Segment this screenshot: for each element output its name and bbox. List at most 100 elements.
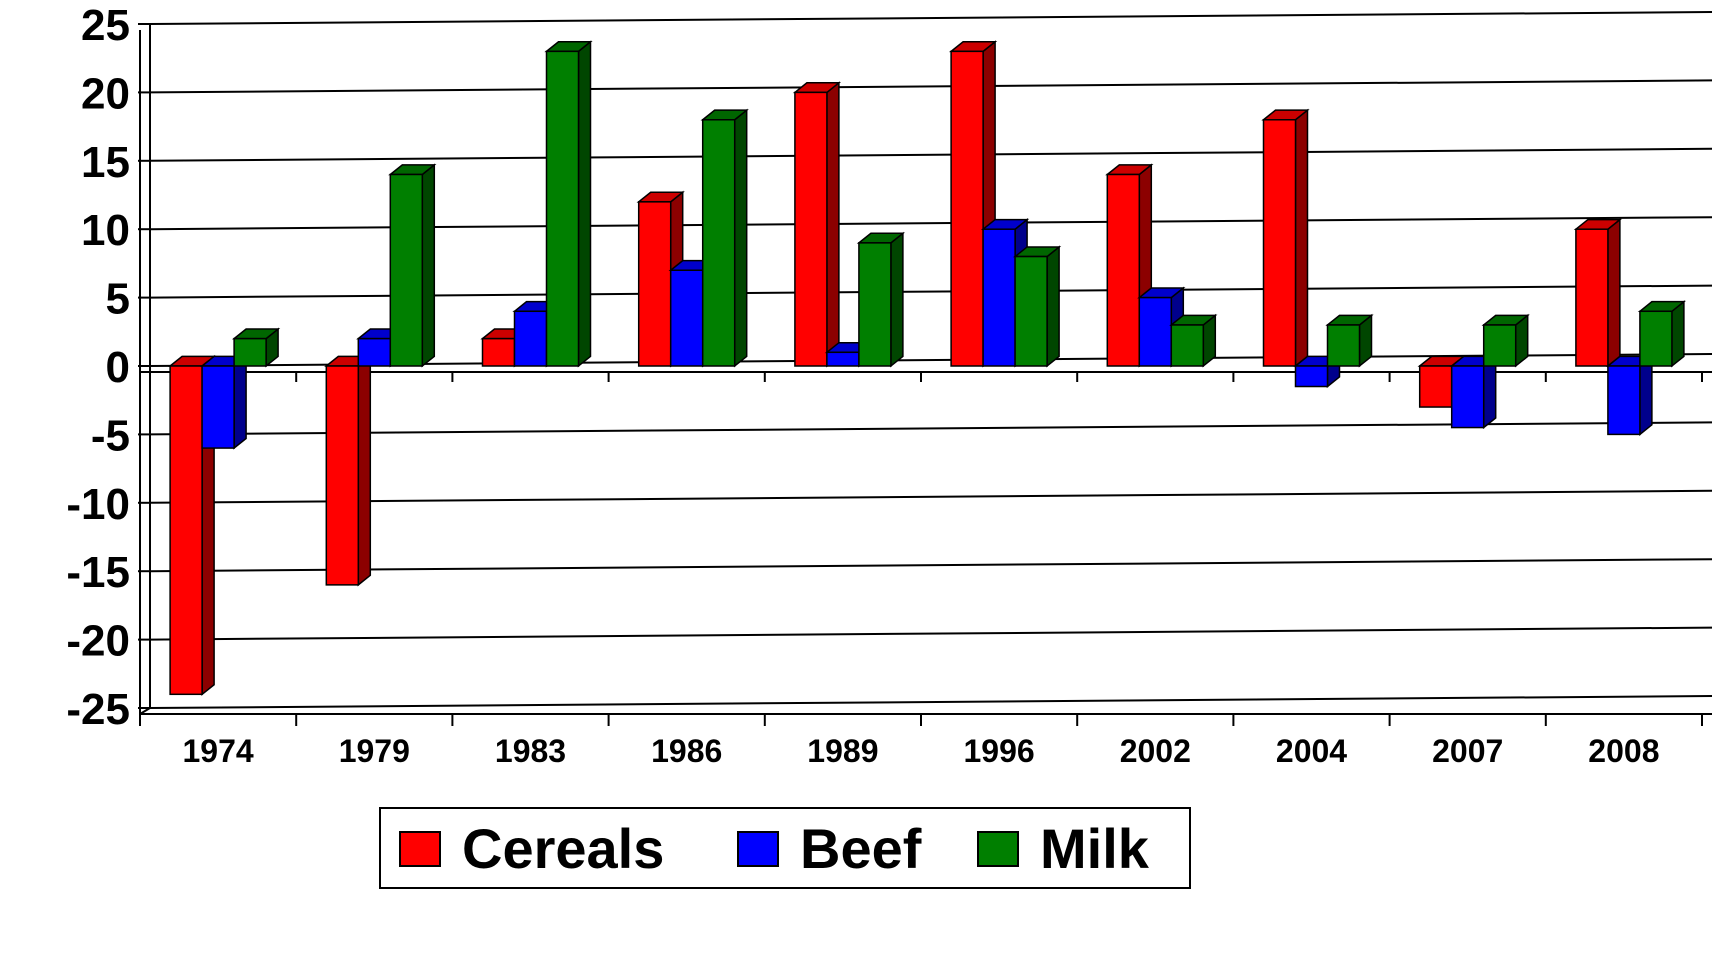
gridline (149, 216, 1712, 231)
bar-side (577, 40, 592, 368)
bar-cereals-2008 (1573, 218, 1623, 368)
bar-front (858, 242, 892, 367)
x-tick-label: 2007 (1432, 733, 1503, 769)
bar-side (890, 231, 904, 368)
y-tick-label: 20 (81, 69, 130, 118)
x-tick-label: 2004 (1276, 733, 1347, 769)
bar-front (637, 201, 672, 367)
x-tick-label: 1986 (651, 733, 722, 769)
bar-front (669, 269, 704, 367)
legend-label-milk: Milk (1040, 817, 1150, 880)
bar-front (389, 173, 424, 367)
bar-front (1262, 119, 1297, 367)
bar-front (950, 50, 984, 367)
bar-side (1639, 354, 1653, 436)
bar-front (1014, 255, 1048, 367)
bars (167, 40, 1687, 696)
y-tick-label: 5 (106, 275, 130, 324)
bar-side (357, 354, 372, 587)
bar-milk-1989 (856, 231, 906, 368)
bar-cereals-1989 (792, 81, 842, 368)
gridline (149, 284, 1712, 299)
x-tick-label: 1974 (183, 733, 254, 769)
bar-front (1639, 310, 1673, 367)
bar-side (733, 108, 748, 368)
bar-front (513, 310, 548, 367)
x-tick-label: 1996 (964, 733, 1035, 769)
bar-side (421, 163, 436, 368)
bar-milk-2004 (1325, 313, 1374, 368)
legend-label-cereals: Cereals (462, 817, 664, 880)
bar-side (1294, 108, 1309, 368)
bar-milk-1974 (231, 327, 281, 368)
bar-milk-1979 (388, 163, 437, 368)
y-tick-labels: 25 20 15 10 5 0 -5 -10 -15 -20 -25 (66, 1, 130, 734)
bar-front (826, 351, 860, 367)
bar-milk-2007 (1481, 313, 1530, 368)
bar-side (1482, 354, 1497, 430)
bar-front (701, 119, 736, 367)
x-tick-label: 1989 (807, 733, 878, 769)
bar-side (1671, 300, 1685, 368)
bar-cereals-1979 (324, 354, 373, 587)
y-tick-label: 15 (81, 138, 130, 187)
bar-front (169, 365, 203, 696)
bar-beef-1974 (199, 354, 249, 450)
x-tick-label: 2002 (1120, 733, 1191, 769)
legend-swatch-milk (977, 831, 1019, 867)
y-tick-label: 0 (106, 343, 130, 392)
gridline (149, 147, 1712, 162)
bar-front (1482, 324, 1517, 367)
bar-front (325, 365, 360, 586)
gridline (149, 489, 1712, 504)
y-tick-label: -15 (66, 548, 130, 597)
bar-milk-1986 (700, 108, 749, 368)
bar-front (1575, 228, 1609, 367)
bar-front (481, 337, 516, 367)
bar-front (1418, 365, 1453, 408)
bar-side (826, 81, 840, 368)
bar-front (794, 91, 828, 367)
bar-side (1046, 245, 1060, 368)
bar-front (1326, 324, 1361, 367)
bar-front (201, 365, 235, 449)
bar-front (1170, 324, 1205, 367)
legend-swatch-beef (737, 831, 779, 867)
bar-milk-2002 (1169, 313, 1218, 368)
bar-front (982, 228, 1016, 367)
bar-front (1138, 296, 1173, 367)
y-tick-label: -20 (66, 617, 130, 666)
legend-label-beef: Beef (800, 817, 922, 880)
bar-beef-2007 (1449, 354, 1498, 430)
x-tick-label: 1979 (339, 733, 410, 769)
bar-front (233, 337, 267, 367)
bar-milk-1983 (544, 40, 593, 368)
bar-side (1607, 218, 1621, 368)
gridline (149, 11, 1712, 25)
y-tick-label: -10 (66, 480, 130, 529)
legend-swatch-cereals (399, 831, 441, 867)
x-tick-label: 2008 (1588, 733, 1659, 769)
bar-side (233, 354, 247, 450)
gridline (149, 626, 1712, 641)
bar-front (1294, 365, 1329, 388)
bar-cereals-2004 (1261, 108, 1310, 368)
x-tick-labels: 1974 1979 1983 1986 1989 1996 2002 2004 2007 2008 (183, 733, 1660, 769)
bar-milk-2008 (1637, 300, 1687, 368)
bar-front (357, 337, 392, 367)
y-tick-label: 25 (81, 1, 130, 50)
axes (138, 23, 1712, 726)
bar-front (1450, 365, 1485, 429)
bar-front (545, 50, 580, 367)
legend-box (379, 807, 1191, 889)
gridline (149, 695, 1712, 709)
bar-beef-2008 (1605, 354, 1655, 436)
y-tick-label: 10 (81, 206, 130, 255)
gridline (149, 558, 1712, 573)
y-tick-label: -5 (91, 411, 130, 460)
x-tick-label: 1983 (495, 733, 566, 769)
bar-front (1106, 173, 1141, 367)
bar-milk-1996 (1012, 245, 1062, 368)
legend: Cereals Beef Milk (379, 807, 1191, 889)
bar-front (1607, 365, 1641, 436)
